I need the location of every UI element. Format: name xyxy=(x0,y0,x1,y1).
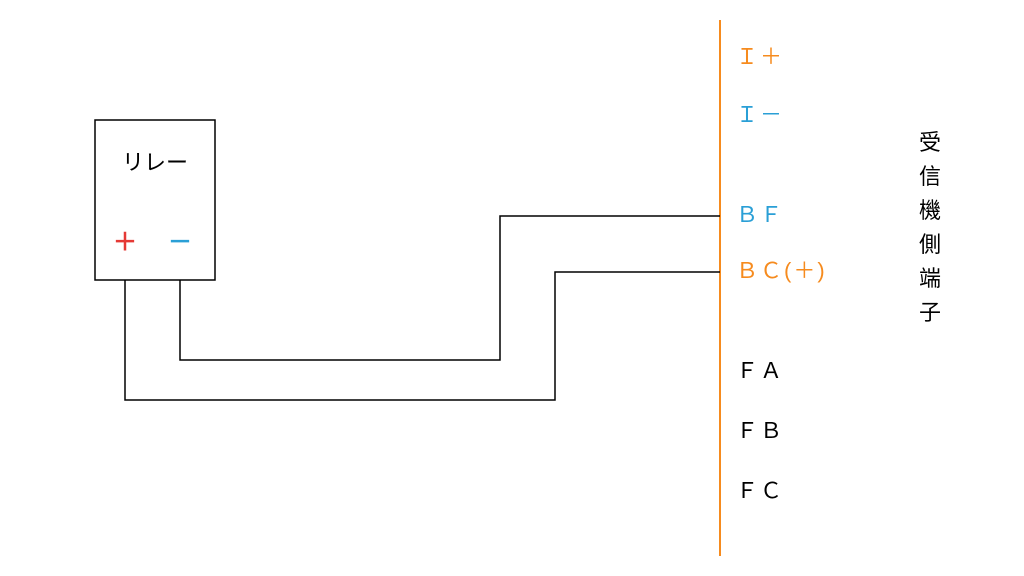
side-label-char: 端 xyxy=(919,266,941,291)
side-label-char: 子 xyxy=(919,300,941,325)
side-label-char: 機 xyxy=(919,198,941,223)
terminal-label-i_plus: Ｉ＋ xyxy=(736,44,784,69)
relay-minus-icon: － xyxy=(168,229,192,256)
wire-minus-to-bf xyxy=(180,216,720,360)
terminal-label-fa: ＦＡ xyxy=(736,358,784,383)
side-label-char: 信 xyxy=(919,164,941,189)
terminal-label-fc: ＦＣ xyxy=(736,478,784,503)
relay-plus-icon: ＋ xyxy=(113,229,137,256)
wiring-diagram: リレー ＋ － Ｉ＋ Ｉ－ ＢＦ ＢＣ(＋) ＦＡ ＦＢ ＦＣ 受信機側端子 xyxy=(0,0,1024,576)
terminal-label-i_minus: Ｉ－ xyxy=(736,102,784,127)
side-label-char: 受 xyxy=(919,130,941,155)
relay-box xyxy=(95,120,215,280)
terminal-label-bc: ＢＣ(＋) xyxy=(736,258,827,283)
wire-plus-to-bc xyxy=(125,272,720,400)
terminal-label-bf: ＢＦ xyxy=(736,202,784,227)
side-label-char: 側 xyxy=(919,232,941,257)
relay-label: リレー xyxy=(122,150,188,175)
terminal-label-fb: ＦＢ xyxy=(736,418,784,443)
